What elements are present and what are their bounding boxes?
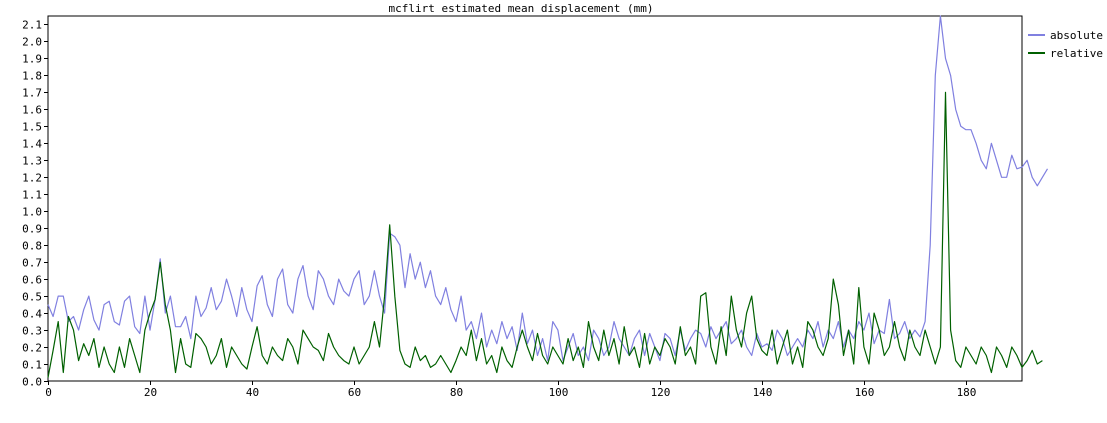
y-tick-label: 2.0 <box>22 36 42 49</box>
x-tick-label: 100 <box>549 386 569 399</box>
y-tick-label: 0.7 <box>22 257 42 270</box>
x-tick-label: 0 <box>45 386 52 399</box>
y-tick-label: 1.6 <box>22 104 42 117</box>
x-tick-label: 160 <box>855 386 875 399</box>
x-tick-label: 60 <box>348 386 361 399</box>
y-tick-label: 0.9 <box>22 223 42 236</box>
x-tick-label: 120 <box>651 386 671 399</box>
y-tick-label: 0.1 <box>22 359 42 372</box>
x-tick-label: 80 <box>450 386 463 399</box>
y-tick-label: 1.7 <box>22 87 42 100</box>
y-tick-label: 1.1 <box>22 189 42 202</box>
x-tick-label: 20 <box>144 386 157 399</box>
legend: absolute relative <box>1028 29 1103 60</box>
y-tick-label: 1.2 <box>22 172 42 185</box>
y-tick-label: 0.8 <box>22 240 42 253</box>
series-line-relative <box>47 91 1043 378</box>
y-tick-label: 1.8 <box>22 70 42 83</box>
y-tick-label: 0.0 <box>22 376 42 389</box>
legend-label-absolute: absolute <box>1050 29 1103 42</box>
plot-frame <box>47 15 1023 382</box>
y-tick-label: 1.5 <box>22 121 42 134</box>
chart-title: mcflirt estimated mean displacement (mm) <box>389 2 654 15</box>
y-tick-label: 0.4 <box>22 308 42 321</box>
y-tick-label: 0.5 <box>22 291 42 304</box>
y-tick-label: 2.1 <box>22 19 42 32</box>
y-tick-label: 0.2 <box>22 342 42 355</box>
y-tick-label: 1.9 <box>22 53 42 66</box>
plot-area: 0.0 0.1 0.2 0.3 0.4 0.5 0.6 0.7 0.8 0.9 1.0 1.1 1.2 1… <box>22 15 1049 399</box>
x-tick-label: 180 <box>957 386 977 399</box>
series-line-absolute <box>47 15 1049 362</box>
y-tick-label: 1.4 <box>22 138 42 151</box>
x-tick-label: 140 <box>753 386 773 399</box>
y-tick-label: 1.0 <box>22 206 42 219</box>
y-tick-label: 0.6 <box>22 274 42 287</box>
x-tick-label: 40 <box>246 386 259 399</box>
legend-label-relative: relative <box>1050 47 1103 60</box>
y-tick-label: 1.3 <box>22 155 42 168</box>
y-tick-label: 0.3 <box>22 325 42 338</box>
